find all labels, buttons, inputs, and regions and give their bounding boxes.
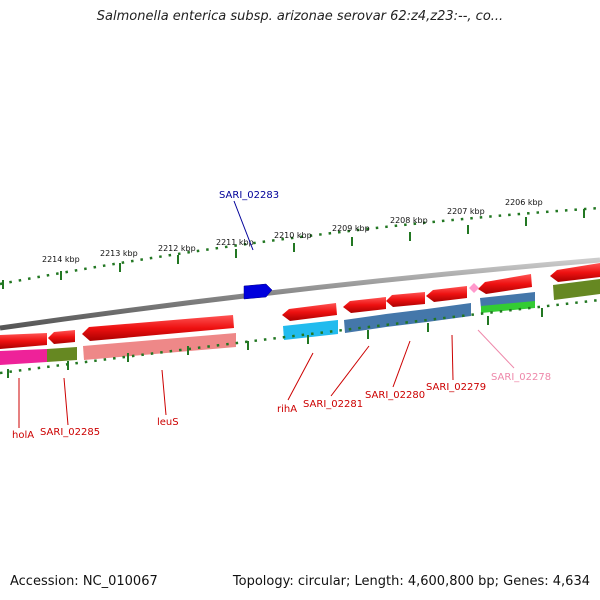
scale-label: 2211 kbp (216, 238, 254, 247)
genome-backbone (0, 257, 600, 331)
scale-label: 2212 kbp (158, 244, 196, 253)
scale-label: 2209 kbp (332, 224, 370, 233)
scale-ring-outer (0, 206, 600, 289)
feature-steelblue[interactable] (344, 314, 386, 333)
gene-hola[interactable] (0, 333, 47, 349)
feature-salmon[interactable] (83, 333, 236, 360)
feature-steelblue[interactable] (386, 309, 427, 327)
label-sari-02285[interactable]: SARI_02285 (40, 427, 100, 438)
label-sari-02283[interactable]: SARI_02283 (219, 190, 279, 201)
cds-track-red (0, 263, 600, 349)
label-sari-02280[interactable]: SARI_02280 (365, 390, 425, 401)
gene-sari-02285[interactable] (48, 330, 75, 344)
scale-label: 2208 kbp (390, 216, 428, 225)
gene-leus[interactable] (82, 315, 234, 341)
leader-line (63, 377, 69, 426)
leader-line (330, 345, 370, 397)
accession-text: Accession: NC_010067 (10, 574, 158, 589)
scale-label: 2206 kbp (505, 198, 543, 207)
scale-label: 2210 kbp (274, 231, 312, 240)
scale-label: 2207 kbp (447, 207, 485, 216)
topology-text: Topology: circular; Length: 4,600,800 bp… (232, 574, 590, 589)
leader-line (161, 369, 167, 416)
feature-olive[interactable] (47, 347, 77, 362)
gene-sari-02278[interactable] (469, 283, 479, 293)
feature-cyan[interactable] (283, 320, 338, 340)
gene-sari-02280[interactable] (386, 292, 425, 307)
gene-sari-02283[interactable] (243, 283, 273, 300)
feature-magenta[interactable] (0, 349, 47, 365)
feature-green[interactable] (481, 301, 535, 313)
feature-olive[interactable] (553, 279, 600, 300)
gene-red-cds[interactable] (550, 263, 600, 282)
cds-track-colored (0, 279, 600, 365)
gene-red-cds[interactable] (478, 274, 532, 294)
leader-line (233, 200, 254, 251)
leader-line (287, 352, 314, 401)
leader-line (392, 340, 411, 388)
scale-ring-inner (0, 298, 600, 378)
scale-label: 2213 kbp (100, 249, 138, 258)
label-hola[interactable]: holA (12, 430, 34, 441)
label-sari-02281[interactable]: SARI_02281 (303, 399, 363, 410)
scale-label: 2214 kbp (42, 255, 80, 264)
leader-line (477, 329, 515, 369)
gene-riha[interactable] (282, 303, 337, 321)
gene-sari-02281[interactable] (343, 297, 386, 313)
label-leus[interactable]: leuS (157, 417, 179, 428)
map-title: Salmonella enterica subsp. arizonae sero… (96, 9, 504, 24)
feature-steelblue[interactable] (427, 303, 471, 322)
gene-sari-02279[interactable] (426, 286, 467, 302)
label-sari-02278[interactable]: SARI_02278 (491, 372, 551, 383)
label-riha[interactable]: rihA (277, 404, 297, 415)
leader-line (451, 334, 454, 381)
label-sari-02279[interactable]: SARI_02279 (426, 382, 486, 393)
